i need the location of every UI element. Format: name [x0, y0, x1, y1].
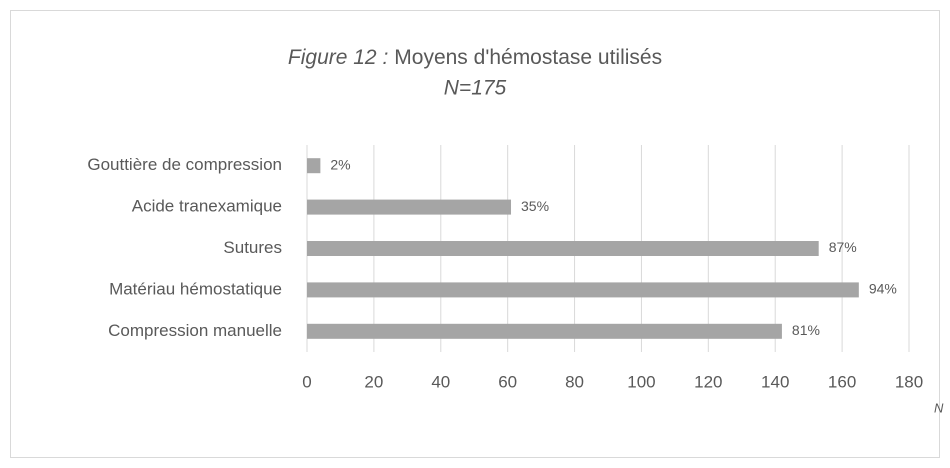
- x-tick-label: 0: [302, 372, 311, 391]
- y-tick-label: Gouttière de compression: [87, 155, 282, 174]
- value-label: 35%: [521, 198, 549, 214]
- value-label: 2%: [330, 156, 350, 172]
- chart-title: Figure 12 : Moyens d'hémostase utilisés: [288, 46, 662, 69]
- chart-subtitle: N=175: [444, 77, 507, 100]
- x-tick-label: 80: [565, 372, 584, 391]
- x-tick-label: 160: [828, 372, 856, 391]
- bar: [307, 323, 782, 339]
- y-tick-label: Compression manuelle: [108, 321, 282, 340]
- bar: [307, 158, 321, 174]
- x-axis-label: N: [934, 400, 944, 415]
- x-tick-label: 180: [895, 372, 923, 391]
- x-tick-label: 40: [431, 372, 450, 391]
- x-tick-label: 120: [694, 372, 722, 391]
- bar: [307, 199, 512, 215]
- value-label: 87%: [829, 239, 857, 255]
- bar: [307, 282, 859, 298]
- x-tick-label: 100: [627, 372, 655, 391]
- y-tick-label: Acide tranexamique: [132, 197, 282, 216]
- x-tick-label: 20: [364, 372, 383, 391]
- x-tick-label: 60: [498, 372, 517, 391]
- value-label: 81%: [792, 322, 820, 338]
- y-tick-label: Matériau hémostatique: [109, 279, 282, 298]
- title-text: Moyens d'hémostase utilisés: [394, 46, 662, 69]
- bar: [307, 241, 819, 256]
- title-label: Figure 12 :: [288, 46, 388, 69]
- chart-border: [10, 10, 940, 458]
- value-label: 94%: [869, 281, 897, 297]
- y-tick-label: Sutures: [223, 238, 282, 257]
- x-tick-label: 140: [761, 372, 789, 391]
